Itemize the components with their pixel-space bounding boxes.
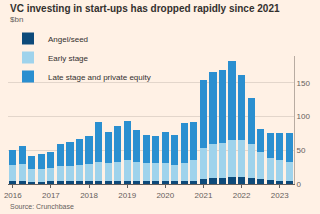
svg-text:VC investing in start-ups has: VC investing in start-ups has dropped ra… [10, 3, 280, 14]
svg-text:Angel/seed: Angel/seed [48, 35, 88, 44]
svg-text:2018: 2018 [80, 191, 98, 200]
svg-text:2023: 2023 [271, 191, 289, 200]
svg-text:100: 100 [297, 112, 311, 121]
svg-text:Source: Crunchbase: Source: Crunchbase [10, 203, 74, 210]
svg-text:$bn: $bn [10, 15, 23, 24]
svg-text:2022: 2022 [233, 191, 251, 200]
svg-text:0: 0 [297, 180, 302, 189]
svg-text:Late stage and private equity: Late stage and private equity [48, 73, 151, 82]
svg-text:2016: 2016 [4, 191, 22, 200]
svg-text:2017: 2017 [42, 191, 60, 200]
svg-text:150: 150 [297, 79, 311, 88]
svg-text:50: 50 [297, 146, 306, 155]
svg-text:2021: 2021 [195, 191, 213, 200]
svg-text:2020: 2020 [156, 191, 174, 200]
svg-text:2019: 2019 [118, 191, 136, 200]
svg-text:Early stage: Early stage [48, 54, 89, 63]
